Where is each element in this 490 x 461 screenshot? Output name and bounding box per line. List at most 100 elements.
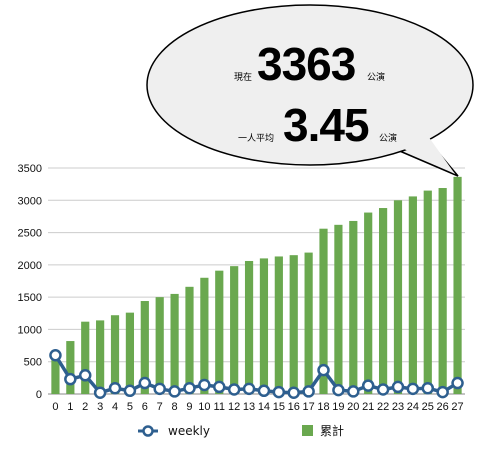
x-tick-label: 4: [112, 401, 118, 413]
bar: [393, 200, 403, 394]
bar: [319, 228, 328, 394]
bar: [453, 176, 462, 394]
bar-series-cumulative: [51, 176, 462, 394]
bar: [378, 208, 388, 394]
x-tick-label: 0: [52, 401, 58, 413]
weekly-point: [436, 385, 449, 399]
x-axis: 0 1 2 3 4 5 6 7 8 9 10 11 12 13 14 15 16 17 18 19 20 21 22 23 24…: [52, 401, 463, 413]
x-tick-label: 11: [214, 401, 225, 413]
x-tick-label: 5: [127, 401, 133, 413]
weekly-point: [227, 383, 241, 396]
bar: [155, 297, 164, 394]
callout-avg-prefix: 一人平均: [238, 132, 274, 144]
x-tick-label: 6: [142, 401, 148, 413]
x-tick-label: 2: [82, 401, 88, 413]
callout-avg-value: 3.45: [283, 99, 369, 151]
bar: [110, 315, 120, 394]
weekly-point: [183, 381, 196, 395]
bar: [51, 355, 60, 394]
weekly-point: [242, 382, 256, 396]
line-series-weekly: [49, 349, 464, 399]
bar: [170, 293, 179, 394]
x-tick-label: 9: [186, 401, 192, 413]
bar: [230, 266, 239, 394]
bar: [334, 224, 343, 394]
legend-cumulative-label: 累計: [320, 423, 344, 438]
bar: [185, 286, 194, 394]
legend-cumulative-swatch: [302, 425, 313, 436]
legend-weekly-marker: [142, 425, 154, 437]
x-tick-label: 19: [332, 401, 344, 413]
weekly-point: [257, 384, 271, 398]
weekly-point: [123, 384, 137, 398]
legend: weekly 累計: [138, 423, 344, 438]
weekly-point: [213, 380, 226, 394]
x-tick-label: 26: [437, 401, 449, 413]
bar: [259, 258, 269, 394]
y-axis: 0 500 1000 1500 2000 2500 3000 3500: [18, 163, 42, 401]
weekly-point: [376, 383, 390, 396]
callout-now-prefix: 現在: [234, 71, 252, 83]
weekly-point: [421, 381, 435, 395]
weekly-point: [287, 386, 300, 399]
callout-avg-unit: 公演: [379, 132, 397, 144]
bar: [215, 270, 224, 394]
x-tick-label: 10: [198, 401, 210, 413]
bar: [81, 321, 90, 394]
y-tick-label: 1000: [18, 324, 42, 336]
x-tick-label: 8: [172, 401, 178, 413]
weekly-point: [138, 376, 152, 390]
weekly-point: [198, 378, 211, 392]
x-tick-label: 1: [67, 401, 73, 413]
bar: [289, 255, 298, 394]
weekly-point: [317, 363, 330, 377]
x-tick-label: 18: [317, 401, 329, 413]
bar: [364, 212, 373, 394]
bar: [125, 312, 135, 394]
x-tick-label: 24: [407, 401, 419, 413]
weekly-point: [78, 369, 92, 382]
y-tick-label: 0: [36, 389, 42, 401]
x-tick-label: 23: [392, 401, 404, 413]
gridlines: [48, 167, 465, 395]
bar: [66, 341, 75, 394]
bar: [140, 301, 149, 394]
x-tick-label: 15: [273, 401, 285, 413]
weekly-point: [361, 379, 375, 392]
bar: [408, 196, 417, 394]
weekly-point: [168, 385, 181, 398]
legend-weekly-label: weekly: [168, 424, 210, 438]
bar: [96, 320, 105, 394]
weekly-point: [153, 382, 166, 396]
weekly-point: [391, 380, 405, 394]
x-tick-label: 17: [303, 401, 315, 413]
x-tick-label: 21: [362, 401, 374, 413]
weekly-point: [272, 385, 286, 399]
callout-bubble-ellipse: [146, 4, 474, 166]
x-tick-label: 16: [288, 401, 300, 413]
callout-now-unit: 公演: [367, 71, 385, 83]
callout-now-value: 3363: [257, 38, 355, 90]
y-tick-label: 2000: [18, 260, 42, 272]
weekly-point: [64, 372, 77, 386]
bar: [304, 252, 313, 394]
bar: [244, 260, 254, 394]
x-tick-label: 20: [347, 401, 359, 413]
x-tick-label: 12: [228, 401, 240, 413]
x-tick-label: 14: [258, 401, 270, 413]
bar: [200, 277, 209, 394]
weekly-point: [451, 376, 464, 390]
weekly-point: [93, 386, 107, 399]
weekly-point: [49, 349, 62, 362]
x-tick-label: 7: [157, 401, 163, 413]
weekly-point: [302, 385, 315, 398]
bar: [349, 220, 358, 394]
weekly-point: [347, 385, 360, 398]
y-tick-label: 500: [24, 357, 42, 369]
y-tick-label: 3500: [18, 163, 42, 175]
y-tick-label: 2500: [18, 228, 42, 240]
y-tick-label: 3000: [18, 195, 42, 207]
weekly-point: [406, 382, 420, 396]
weekly-point: [108, 381, 122, 395]
weekly-line: [53, 354, 459, 395]
